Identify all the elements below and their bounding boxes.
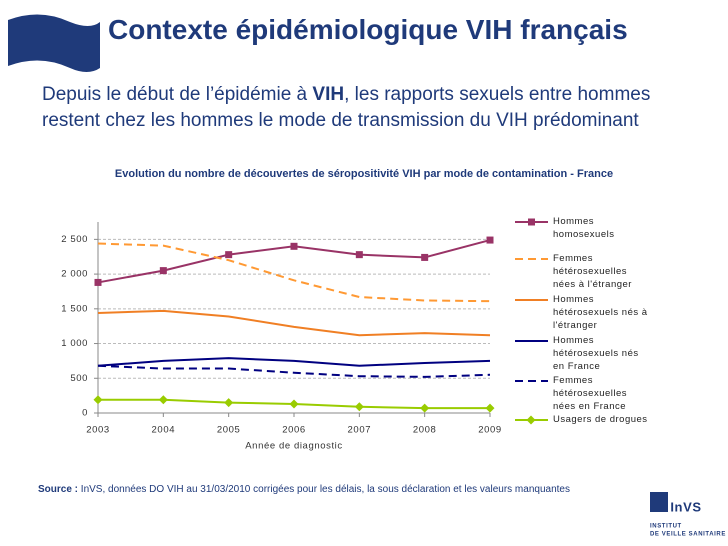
- y-tick-label: 0: [82, 408, 88, 419]
- y-tick-label: 1 000: [61, 338, 88, 349]
- slide-title: Contexte épidémiologique VIH français: [108, 14, 628, 45]
- source-text: InVS, données DO VIH au 31/03/2010 corri…: [78, 484, 570, 495]
- marker: [421, 253, 429, 261]
- x-tick-label: 2009: [478, 425, 502, 436]
- marker: [486, 236, 494, 244]
- y-tick-label: 1 500: [61, 303, 88, 314]
- series-line: [97, 242, 491, 303]
- marker: [290, 242, 298, 250]
- series-line: [97, 364, 491, 378]
- legend-marker: [526, 415, 536, 425]
- x-tick-label: 2004: [152, 425, 176, 436]
- marker: [485, 403, 495, 413]
- marker: [289, 399, 299, 409]
- x-tick-label: 2006: [282, 425, 306, 436]
- marker: [158, 395, 168, 405]
- x-tick-label: 2005: [217, 425, 241, 436]
- logo-mark: [650, 492, 668, 512]
- legend-marker: [528, 218, 535, 226]
- legend-label: Hommes hétérosexuels nés à l'étranger: [553, 294, 648, 331]
- legend-label: Hommes hétérosexuels nés en France: [553, 335, 639, 372]
- legend-label: Usagers de drogues: [553, 414, 648, 425]
- y-tick-label: 500: [70, 373, 88, 384]
- series-line: [97, 357, 491, 367]
- subtitle-text: , les rapports sexuels entre hommes rest…: [42, 84, 651, 131]
- legend-label: Hommes homosexuels: [553, 216, 615, 240]
- logo-line: INSTITUT: [650, 524, 682, 530]
- subtitle: Depuis le début de l’épidémie à VIH, les…: [42, 82, 702, 134]
- marker: [355, 251, 363, 259]
- source-label: Source :: [38, 484, 79, 495]
- subtitle-text: Depuis le début de l’épidémie à: [42, 84, 313, 105]
- marker: [225, 251, 233, 259]
- subtitle-bold: VIH: [312, 84, 345, 105]
- series-line: [97, 309, 491, 337]
- y-tick-label: 2 500: [61, 234, 88, 245]
- source: Source : InVS, données DO VIH au 31/03/2…: [38, 484, 570, 495]
- marker: [93, 395, 103, 405]
- logo-line: DE VEILLE SANITAIRE: [650, 532, 726, 538]
- x-axis-label: Année de diagnostic: [245, 441, 343, 452]
- y-tick-label: 2 000: [61, 269, 88, 280]
- marker: [420, 403, 430, 413]
- marker: [94, 278, 102, 286]
- legend-label: Femmes hétérosexuelles nées à l'étranger: [553, 253, 632, 290]
- x-tick-label: 2008: [413, 425, 437, 436]
- x-tick-label: 2007: [348, 425, 372, 436]
- marker: [354, 402, 364, 412]
- flag-icon: [8, 14, 100, 72]
- logo-name: InVS: [670, 499, 701, 514]
- x-tick-label: 2003: [86, 425, 110, 436]
- marker: [159, 267, 167, 275]
- marker: [224, 398, 234, 408]
- legend-label: Femmes hétérosexuelles nées en France: [553, 375, 628, 412]
- chart-title: Evolution du nombre de découvertes de sé…: [114, 168, 614, 180]
